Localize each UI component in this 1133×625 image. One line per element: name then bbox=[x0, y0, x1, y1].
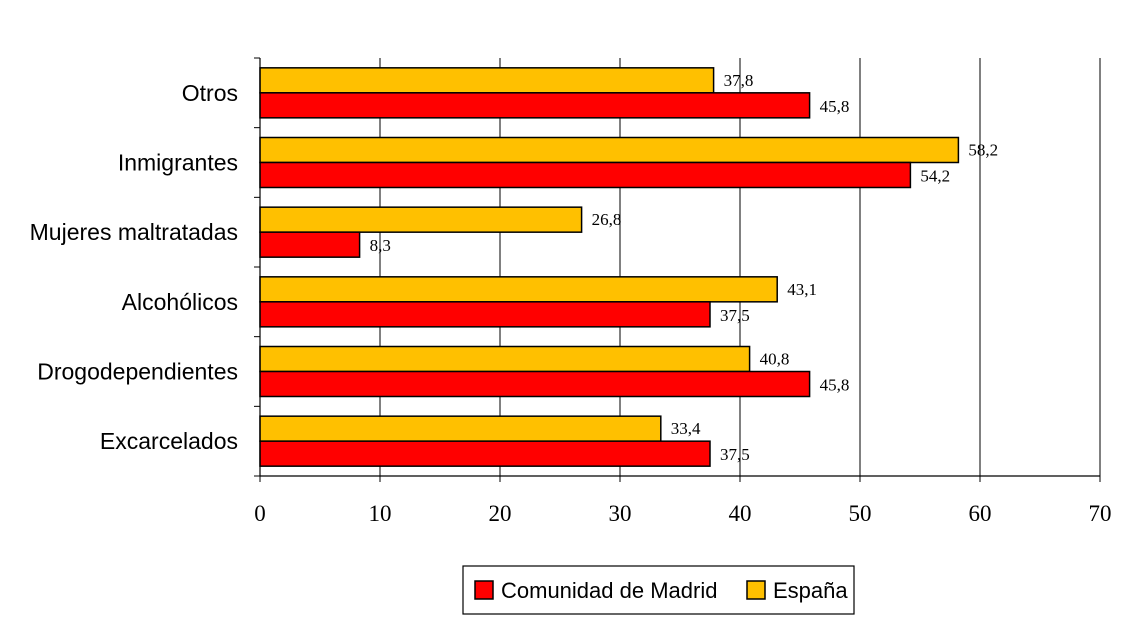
legend-box bbox=[462, 565, 855, 615]
x-tick-label-40: 40 bbox=[729, 501, 752, 526]
value-label-espana-1: 40,8 bbox=[760, 350, 790, 369]
legend-swatch-espana bbox=[746, 580, 766, 600]
value-label-madrid-3: 8,3 bbox=[370, 236, 391, 255]
bar-espana-1 bbox=[259, 345, 751, 373]
bar-madrid-0 bbox=[259, 440, 711, 467]
value-labels: 33,4 37,5 40,8 45,8 43,1 37,5 26,8 8,3 58,2 54,2 3… bbox=[370, 71, 999, 464]
x-tick-label-10: 10 bbox=[369, 501, 392, 526]
value-label-espana-3: 26,8 bbox=[592, 210, 622, 229]
value-label-madrid-2: 37,5 bbox=[720, 306, 750, 325]
bar-madrid-4 bbox=[259, 161, 912, 189]
axes bbox=[254, 57, 1101, 482]
bar-espana-0 bbox=[259, 415, 662, 442]
value-label-madrid-0: 37,5 bbox=[720, 445, 750, 464]
x-tick-label-0: 0 bbox=[254, 501, 266, 526]
bars bbox=[259, 67, 960, 467]
category-label-4: Inmigrantes bbox=[118, 150, 238, 176]
category-label-2: Alcohólicos bbox=[122, 289, 238, 315]
category-label-5: Otros bbox=[182, 80, 238, 106]
legend-swatch-madrid bbox=[474, 580, 494, 600]
bar-espana-4 bbox=[259, 136, 960, 164]
category-label-0: Excarcelados bbox=[100, 428, 238, 454]
value-label-madrid-5: 45,8 bbox=[820, 97, 850, 116]
x-tick-label-30: 30 bbox=[609, 501, 632, 526]
legend: Comunidad de Madrid España bbox=[462, 565, 855, 615]
bar-espana-5 bbox=[259, 67, 715, 94]
category-label-3: Mujeres maltratadas bbox=[30, 219, 238, 245]
category-labels: Excarcelados Drogodependientes Alcohólicos… bbox=[30, 80, 238, 454]
bar-madrid-1 bbox=[259, 370, 811, 398]
bar-madrid-5 bbox=[259, 92, 811, 119]
x-tick-labels: 0 10 20 30 40 50 60 70 bbox=[254, 501, 1111, 526]
value-label-espana-0: 33,4 bbox=[671, 419, 701, 438]
bar-espana-2 bbox=[259, 276, 778, 303]
value-label-madrid-1: 45,8 bbox=[820, 376, 850, 395]
legend-label-madrid: Comunidad de Madrid bbox=[501, 578, 717, 603]
category-label-1: Drogodependientes bbox=[37, 359, 238, 385]
x-tick-label-20: 20 bbox=[489, 501, 512, 526]
value-label-espana-4: 58,2 bbox=[968, 141, 998, 160]
value-label-espana-5: 37,8 bbox=[724, 71, 754, 90]
bar-madrid-3 bbox=[259, 231, 361, 258]
bar-madrid-2 bbox=[259, 301, 711, 328]
value-label-madrid-4: 54,2 bbox=[920, 167, 950, 186]
bar-espana-3 bbox=[259, 206, 583, 233]
gridlines bbox=[379, 58, 1101, 476]
legend-label-espana: España bbox=[773, 578, 848, 603]
x-tick-label-70: 70 bbox=[1089, 501, 1112, 526]
x-tick-label-60: 60 bbox=[969, 501, 992, 526]
x-tick-label-50: 50 bbox=[849, 501, 872, 526]
value-label-espana-2: 43,1 bbox=[787, 280, 817, 299]
